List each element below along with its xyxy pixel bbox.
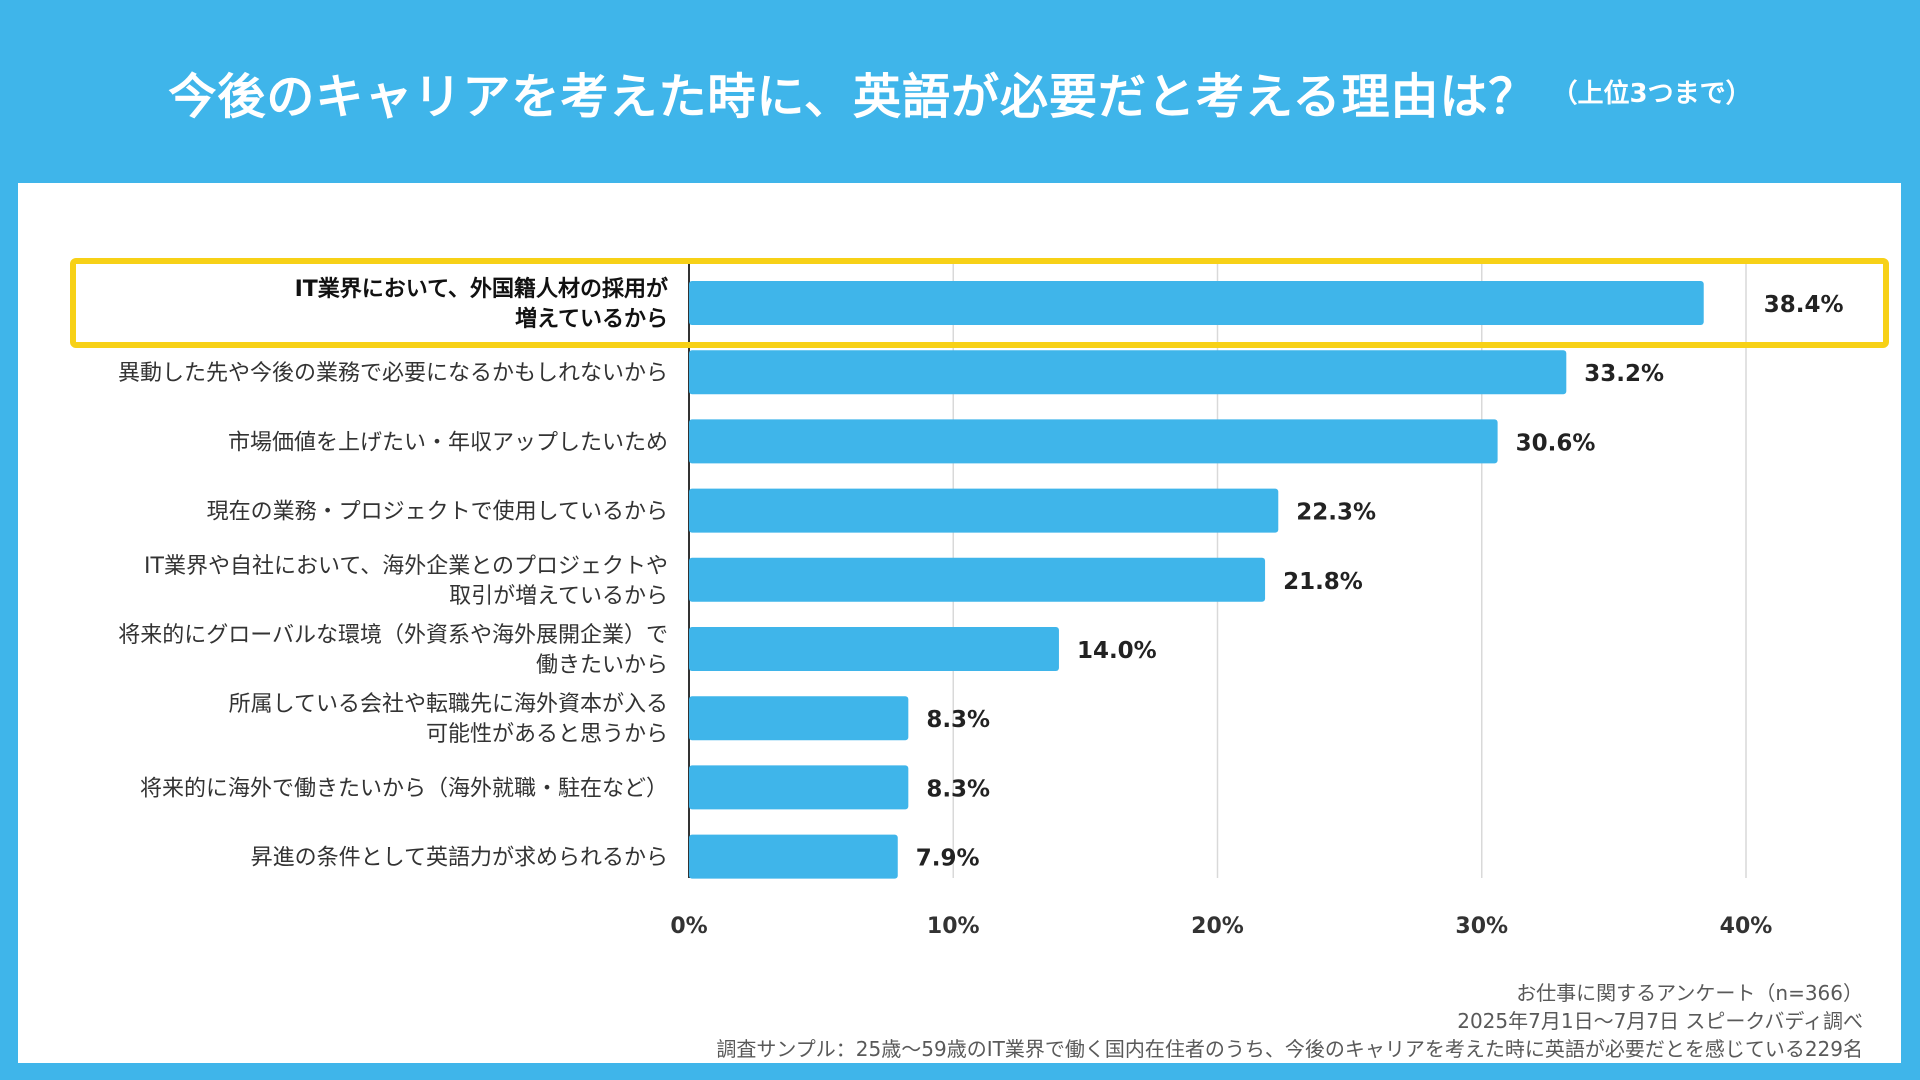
value-label-7: 8.3% — [926, 776, 990, 802]
bar-1 — [689, 350, 1567, 395]
title-bar: 今後のキャリアを考えた時に、英語が必要だと考える理由は？ （上位3つまで） — [0, 0, 1920, 183]
bar-8 — [689, 834, 898, 879]
bar-2 — [689, 419, 1498, 464]
category-label-0-line-2: 増えているから — [515, 306, 668, 332]
category-label-8: 昇進の条件として英語力が求められるから — [251, 846, 668, 871]
x-tick-label-40: 40% — [1720, 914, 1773, 939]
category-label-4-line-1: IT業界や自社において、海外企業とのプロジェクトや — [144, 554, 668, 579]
category-label-7: 将来的に海外で働きたいから（海外就職・駐在など） — [140, 776, 668, 801]
bar-0 — [689, 281, 1704, 325]
page-subtitle: （上位3つまで） — [1551, 79, 1752, 109]
category-label-3: 現在の業務・プロジェクトで使用しているから — [207, 500, 668, 525]
category-label-1: 異動した先や今後の業務で必要になるかもしれないから — [118, 361, 668, 386]
category-label-6-line-2: 可能性があると思うから — [426, 722, 668, 747]
value-label-8: 7.9% — [916, 846, 980, 872]
value-label-3: 22.3% — [1296, 500, 1376, 526]
bar-7 — [689, 765, 909, 810]
value-label-1: 33.2% — [1584, 361, 1664, 387]
value-label-2: 30.6% — [1516, 430, 1596, 456]
value-label-5: 14.0% — [1077, 638, 1157, 664]
bar-3 — [689, 488, 1279, 533]
category-label-4-line-2: 取引が増えているから — [449, 584, 668, 609]
footnote-dates: 2025年7月1日〜7月7日 スピークバディ調べ — [1457, 1009, 1863, 1033]
chart-panel: 0% 10% 20% 30% 40% 38.4% IT業界において、外国籍人材の採用が増えて… — [18, 183, 1901, 1063]
category-label-6-line-1: 所属している会社や転職先に海外資本が入る — [229, 692, 668, 717]
highlight-box — [70, 258, 1889, 348]
x-tick-label-20: 20% — [1191, 914, 1244, 939]
category-label-5-line-2: 働きたいから — [536, 653, 668, 678]
category-label-2: 市場価値を上げたい・年収アップしたいため — [228, 430, 668, 455]
x-tick-label-30: 30% — [1455, 914, 1508, 939]
x-tick-label-0: 0% — [670, 914, 707, 939]
bar-chart: 0% 10% 20% 30% 40% 38.4% IT業界において、外国籍人材の採用が増えて… — [70, 258, 1889, 939]
footnote-sample: 調査サンプル：25歳〜59歳のIT業界で働く国内在住者のうち、今後のキャリアを考… — [716, 1037, 1863, 1061]
bar-4 — [689, 557, 1266, 602]
value-label-0: 38.4% — [1764, 292, 1844, 318]
category-label-0-line-1: IT業界において、外国籍人材の採用が — [295, 276, 668, 302]
value-label-4: 21.8% — [1283, 569, 1363, 595]
category-label-5-line-1: 将来的にグローバルな環境（外資系や海外展開企業）で — [118, 623, 668, 648]
bar-6 — [689, 696, 909, 741]
bar-5 — [689, 627, 1059, 671]
value-label-6: 8.3% — [926, 707, 990, 733]
x-tick-label-10: 10% — [927, 914, 980, 939]
footnote-survey: お仕事に関するアンケート（n=366） — [1516, 981, 1863, 1005]
page-title: 今後のキャリアを考えた時に、英語が必要だと考える理由は？ — [168, 68, 1538, 125]
